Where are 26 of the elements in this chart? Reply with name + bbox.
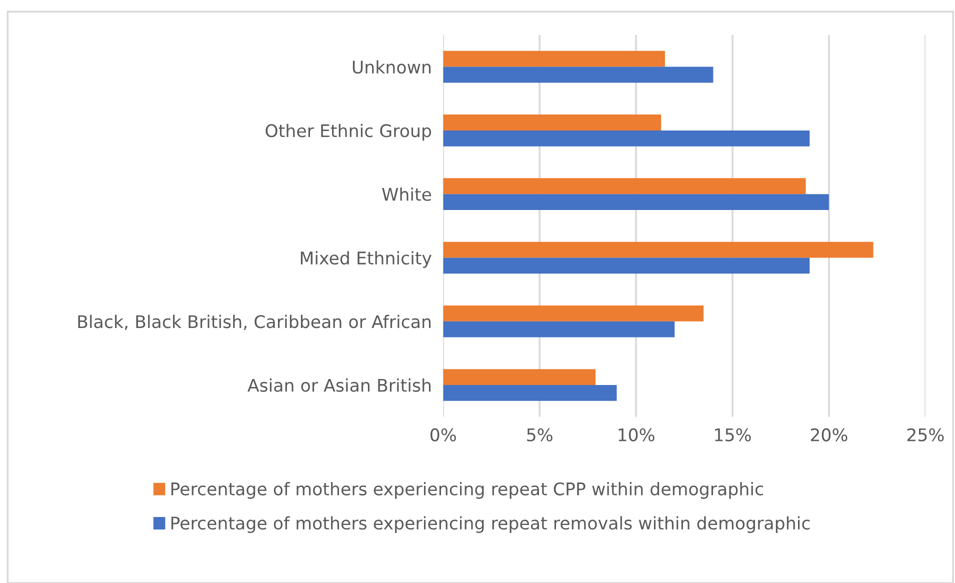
y-tick-label: Other Ethnic Group — [266, 124, 432, 141]
x-tick-label: 25% — [907, 428, 944, 442]
bar — [443, 385, 617, 401]
bar — [443, 114, 662, 130]
y-tick-label: Black, Black British, Caribbean or African — [78, 314, 431, 330]
bar — [443, 178, 806, 194]
bar — [443, 258, 810, 274]
legend-label: Percentage of mothers experiencing repeat removals within demographic — [171, 516, 810, 533]
bar — [443, 305, 704, 322]
bar — [443, 242, 874, 258]
bar — [443, 130, 810, 146]
x-tick-label: 0% — [430, 428, 456, 442]
x-tick-label: 15% — [715, 428, 751, 442]
x-tick-label: 5% — [527, 428, 552, 442]
legend-label: Percentage of mothers experiencing repeat CPP within demographic — [171, 482, 763, 499]
bar — [443, 66, 714, 83]
y-tick-label: Unknown — [352, 60, 431, 74]
bar — [443, 321, 675, 338]
bar — [443, 369, 596, 386]
bar — [443, 50, 665, 67]
bar — [443, 194, 829, 210]
y-tick-label: Mixed Ethnicity — [300, 251, 432, 268]
y-tick-label: White — [382, 187, 432, 201]
x-tick-label: 10% — [618, 428, 654, 442]
y-tick-label: Asian or Asian British — [248, 378, 431, 392]
x-tick-label: 20% — [810, 428, 848, 442]
